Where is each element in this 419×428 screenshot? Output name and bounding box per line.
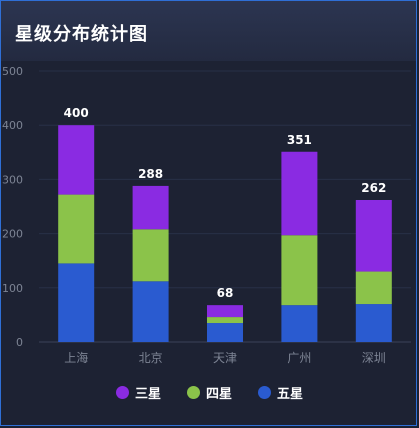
panel-header: 星级分布统计图 <box>1 1 416 61</box>
bar-segment <box>355 199 392 272</box>
chart-title: 星级分布统计图 <box>15 24 148 45</box>
x-tick-label: 深圳 <box>362 351 386 365</box>
legend-item[interactable]: 四星 <box>186 383 232 402</box>
y-tick-label: 100 <box>2 282 23 295</box>
legend-item[interactable]: 三星 <box>115 383 161 402</box>
total-label: 288 <box>138 167 163 181</box>
bar-segment <box>281 151 318 236</box>
total-label: 400 <box>64 106 89 120</box>
x-tick-label: 天津 <box>213 351 237 365</box>
bar-segment <box>132 185 169 230</box>
legend-swatch <box>115 385 129 399</box>
bar-segment <box>207 323 243 342</box>
total-label: 351 <box>287 133 312 147</box>
legend-swatch <box>258 385 271 399</box>
legend-label: 五星 <box>277 386 304 402</box>
y-tick-label: 400 <box>2 119 23 132</box>
total-label: 262 <box>361 181 386 195</box>
bar-segment <box>58 263 95 342</box>
y-tick-label: 0 <box>16 336 23 349</box>
chart-legend: 三星 四星 五星 <box>1 381 418 403</box>
x-tick-label: 广州 <box>287 351 311 365</box>
bar-segment <box>132 229 169 282</box>
bar-segment <box>355 271 392 305</box>
bar-segment <box>132 281 169 342</box>
bar-segment <box>58 194 95 264</box>
legend-item[interactable]: 五星 <box>258 383 303 402</box>
y-tick-label: 500 <box>2 65 23 78</box>
bar-segment <box>355 304 392 342</box>
x-tick-label: 北京 <box>139 351 163 365</box>
y-tick-label: 200 <box>2 228 23 241</box>
legend-label: 四星 <box>205 386 232 402</box>
bar-segment <box>58 125 95 195</box>
y-tick-label: 300 <box>2 173 23 186</box>
bar-segment <box>281 305 318 342</box>
legend-swatch <box>186 385 200 399</box>
bar-segment <box>207 317 243 324</box>
bar-segment <box>207 305 243 318</box>
total-label: 68 <box>217 286 234 300</box>
legend-label: 三星 <box>134 386 161 402</box>
bar-segment <box>281 235 318 306</box>
x-tick-label: 上海 <box>64 350 88 365</box>
